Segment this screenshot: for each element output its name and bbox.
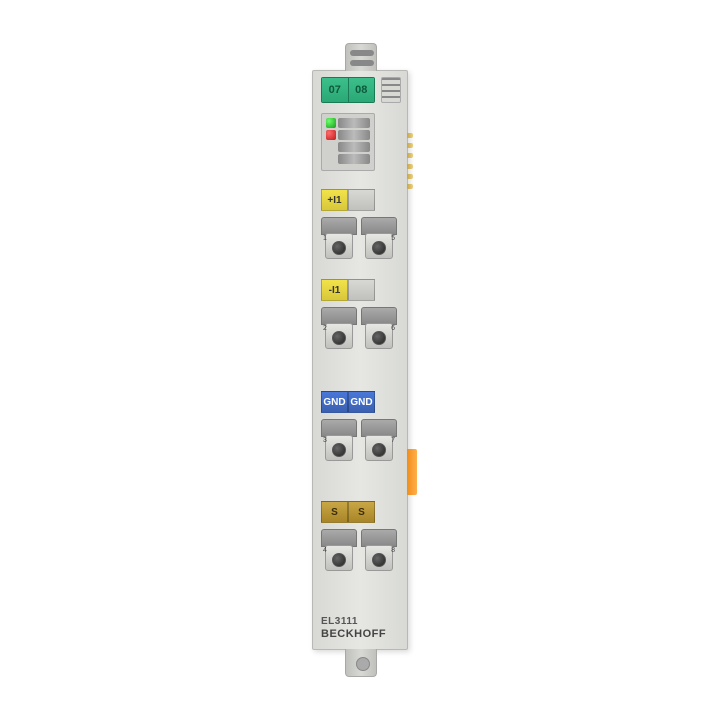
terminal-row: 37	[321, 419, 397, 463]
run-led-icon	[326, 118, 336, 128]
terminal-row: 48	[321, 529, 397, 573]
channel-label: GND	[321, 391, 348, 413]
channel-label: GND	[348, 391, 375, 413]
terminal-number: 8	[391, 547, 395, 554]
channel-label-row: SS	[321, 501, 375, 523]
channel-label-row: GNDGND	[321, 391, 375, 413]
wire-hole-icon	[332, 331, 346, 345]
led-label-bar	[338, 142, 370, 152]
bus-side-contacts	[407, 133, 413, 189]
terminal-number: 5	[391, 235, 395, 242]
terminal-point: 7	[361, 419, 397, 463]
terminal-number: 6	[391, 325, 395, 332]
terminal-row: 26	[321, 307, 397, 351]
wire-hole-icon	[372, 331, 386, 345]
channel-label: -I1	[321, 279, 348, 301]
wire-hole-icon	[332, 241, 346, 255]
wire-hole-icon	[332, 553, 346, 567]
terminal-number: 3	[323, 437, 327, 444]
led-row	[326, 142, 370, 152]
led-row	[326, 118, 370, 128]
wire-entry	[325, 233, 353, 259]
top-mounting-clip	[345, 43, 377, 71]
wire-entry	[325, 435, 353, 461]
bus-contact	[407, 153, 413, 158]
terminal-number: 1	[323, 235, 327, 242]
led-row	[326, 130, 370, 140]
bus-contact	[407, 164, 413, 169]
wire-entry	[365, 545, 393, 571]
wire-hole-icon	[372, 241, 386, 255]
header-number-right: 08	[349, 78, 375, 102]
channel-label-row: -I1	[321, 279, 375, 301]
led-row	[326, 154, 370, 164]
vent-slots	[381, 77, 401, 103]
header-number-row: 07 08	[321, 77, 375, 103]
terminal-point: 3	[321, 419, 357, 463]
bus-contact	[407, 184, 413, 189]
terminal-number: 4	[323, 547, 327, 554]
channel-label	[348, 189, 375, 211]
wire-entry	[325, 323, 353, 349]
wire-hole-icon	[372, 553, 386, 567]
io-terminal-module: 07 08 +I1-I1GNDGNDSS 15263748 EL3111 BEC…	[312, 70, 408, 650]
channel-label: S	[321, 501, 348, 523]
led-label-bar	[338, 130, 370, 140]
channel-label-row: +I1	[321, 189, 375, 211]
product-label: EL3111 BECKHOFF	[321, 616, 386, 641]
terminal-point: 8	[361, 529, 397, 573]
terminal-row: 15	[321, 217, 397, 261]
error-led-icon	[326, 130, 336, 140]
product-code: EL3111	[321, 616, 386, 628]
bus-contact	[407, 133, 413, 138]
wire-hole-icon	[372, 443, 386, 457]
led-label-bar	[338, 154, 370, 164]
channel-label: +I1	[321, 189, 348, 211]
wire-entry	[365, 323, 393, 349]
wire-entry	[365, 233, 393, 259]
brand-name: BECKHOFF	[321, 628, 386, 641]
status-led-block	[321, 113, 375, 171]
release-tab	[407, 449, 417, 495]
wire-hole-icon	[332, 443, 346, 457]
wire-entry	[365, 435, 393, 461]
wire-entry	[325, 545, 353, 571]
header-number-left: 07	[322, 78, 349, 102]
channel-label	[348, 279, 375, 301]
terminal-point: 5	[361, 217, 397, 261]
terminal-point: 2	[321, 307, 357, 351]
terminal-number: 7	[391, 437, 395, 444]
terminal-point: 1	[321, 217, 357, 261]
terminal-point: 6	[361, 307, 397, 351]
bus-contact	[407, 174, 413, 179]
terminal-point: 4	[321, 529, 357, 573]
bus-contact	[407, 143, 413, 148]
channel-label: S	[348, 501, 375, 523]
led-label-bar	[338, 118, 370, 128]
bottom-mounting-clip	[345, 649, 377, 677]
terminal-number: 2	[323, 325, 327, 332]
